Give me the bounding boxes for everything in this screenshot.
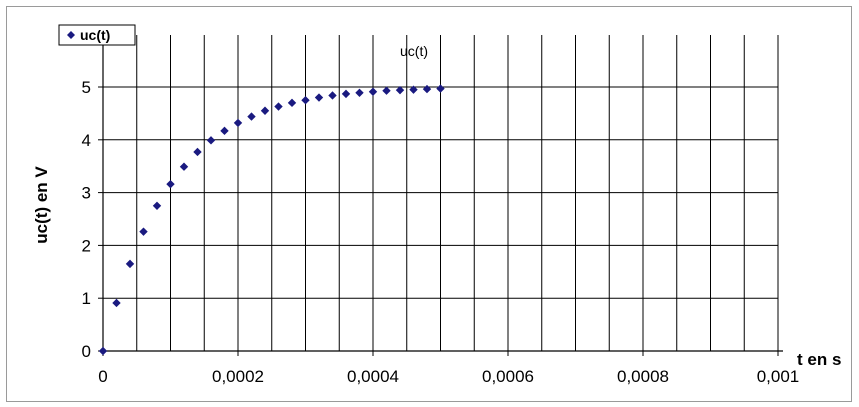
legend-entry-label: uc(t) (80, 27, 110, 43)
data-point (436, 84, 445, 93)
x-tick-label: 0 (98, 367, 107, 386)
data-point (166, 179, 175, 189)
y-axis-title: uc(t) en V (32, 166, 51, 244)
y-tick-label: 1 (82, 289, 91, 308)
data-point (314, 93, 324, 102)
data-point (112, 298, 121, 308)
data-point (193, 147, 202, 157)
chart-annotation: uc(t) (400, 43, 428, 59)
legend-marker-diamond-icon (67, 31, 75, 39)
data-point (328, 91, 337, 100)
data-point (422, 84, 432, 94)
data-point (409, 85, 418, 94)
data-point (355, 88, 364, 98)
data-point (260, 106, 270, 115)
data-point (206, 136, 216, 145)
data-point (274, 102, 283, 111)
chart-frame: 0 1 2 3 4 5 0 0,0002 0,0004 0,0006 0,0008 0,001 uc(… (6, 6, 852, 402)
data-point (247, 112, 256, 121)
x-tick-label: 0,0002 (212, 367, 264, 386)
legend: uc(t) (58, 24, 136, 46)
y-tick-label: 5 (82, 78, 91, 97)
data-point (179, 162, 189, 171)
grid-layer (103, 35, 779, 351)
y-tick-label: 0 (82, 342, 91, 361)
data-point (125, 259, 135, 269)
data-point (152, 201, 162, 210)
data-point (233, 118, 243, 128)
data-point (301, 96, 310, 105)
data-point (98, 346, 108, 356)
y-tick-label: 4 (82, 131, 91, 150)
x-tick-label: 0,0006 (482, 367, 534, 386)
data-point (139, 227, 148, 236)
data-point (287, 98, 297, 108)
data-point (395, 85, 405, 95)
data-point (341, 89, 351, 99)
y-tick-label: 2 (82, 236, 91, 255)
tick-label-layer: 0 1 2 3 4 5 0 0,0002 0,0004 0,0006 0,0008 0,001 (82, 78, 800, 386)
x-axis-title: t en s (797, 350, 841, 369)
data-point (382, 86, 391, 95)
x-tick-label: 0,0008 (617, 367, 669, 386)
x-tick-label: 0,001 (757, 367, 800, 386)
data-point (220, 126, 229, 136)
chart-svg: 0 1 2 3 4 5 0 0,0002 0,0004 0,0006 0,0008 0,001 uc(… (32, 24, 841, 386)
data-point (368, 87, 378, 96)
data-point-layer (98, 84, 445, 356)
y-tick-label: 3 (82, 184, 91, 203)
axis-layer (98, 35, 783, 356)
x-tick-label: 0,0004 (347, 367, 399, 386)
legend-box (58, 24, 136, 46)
